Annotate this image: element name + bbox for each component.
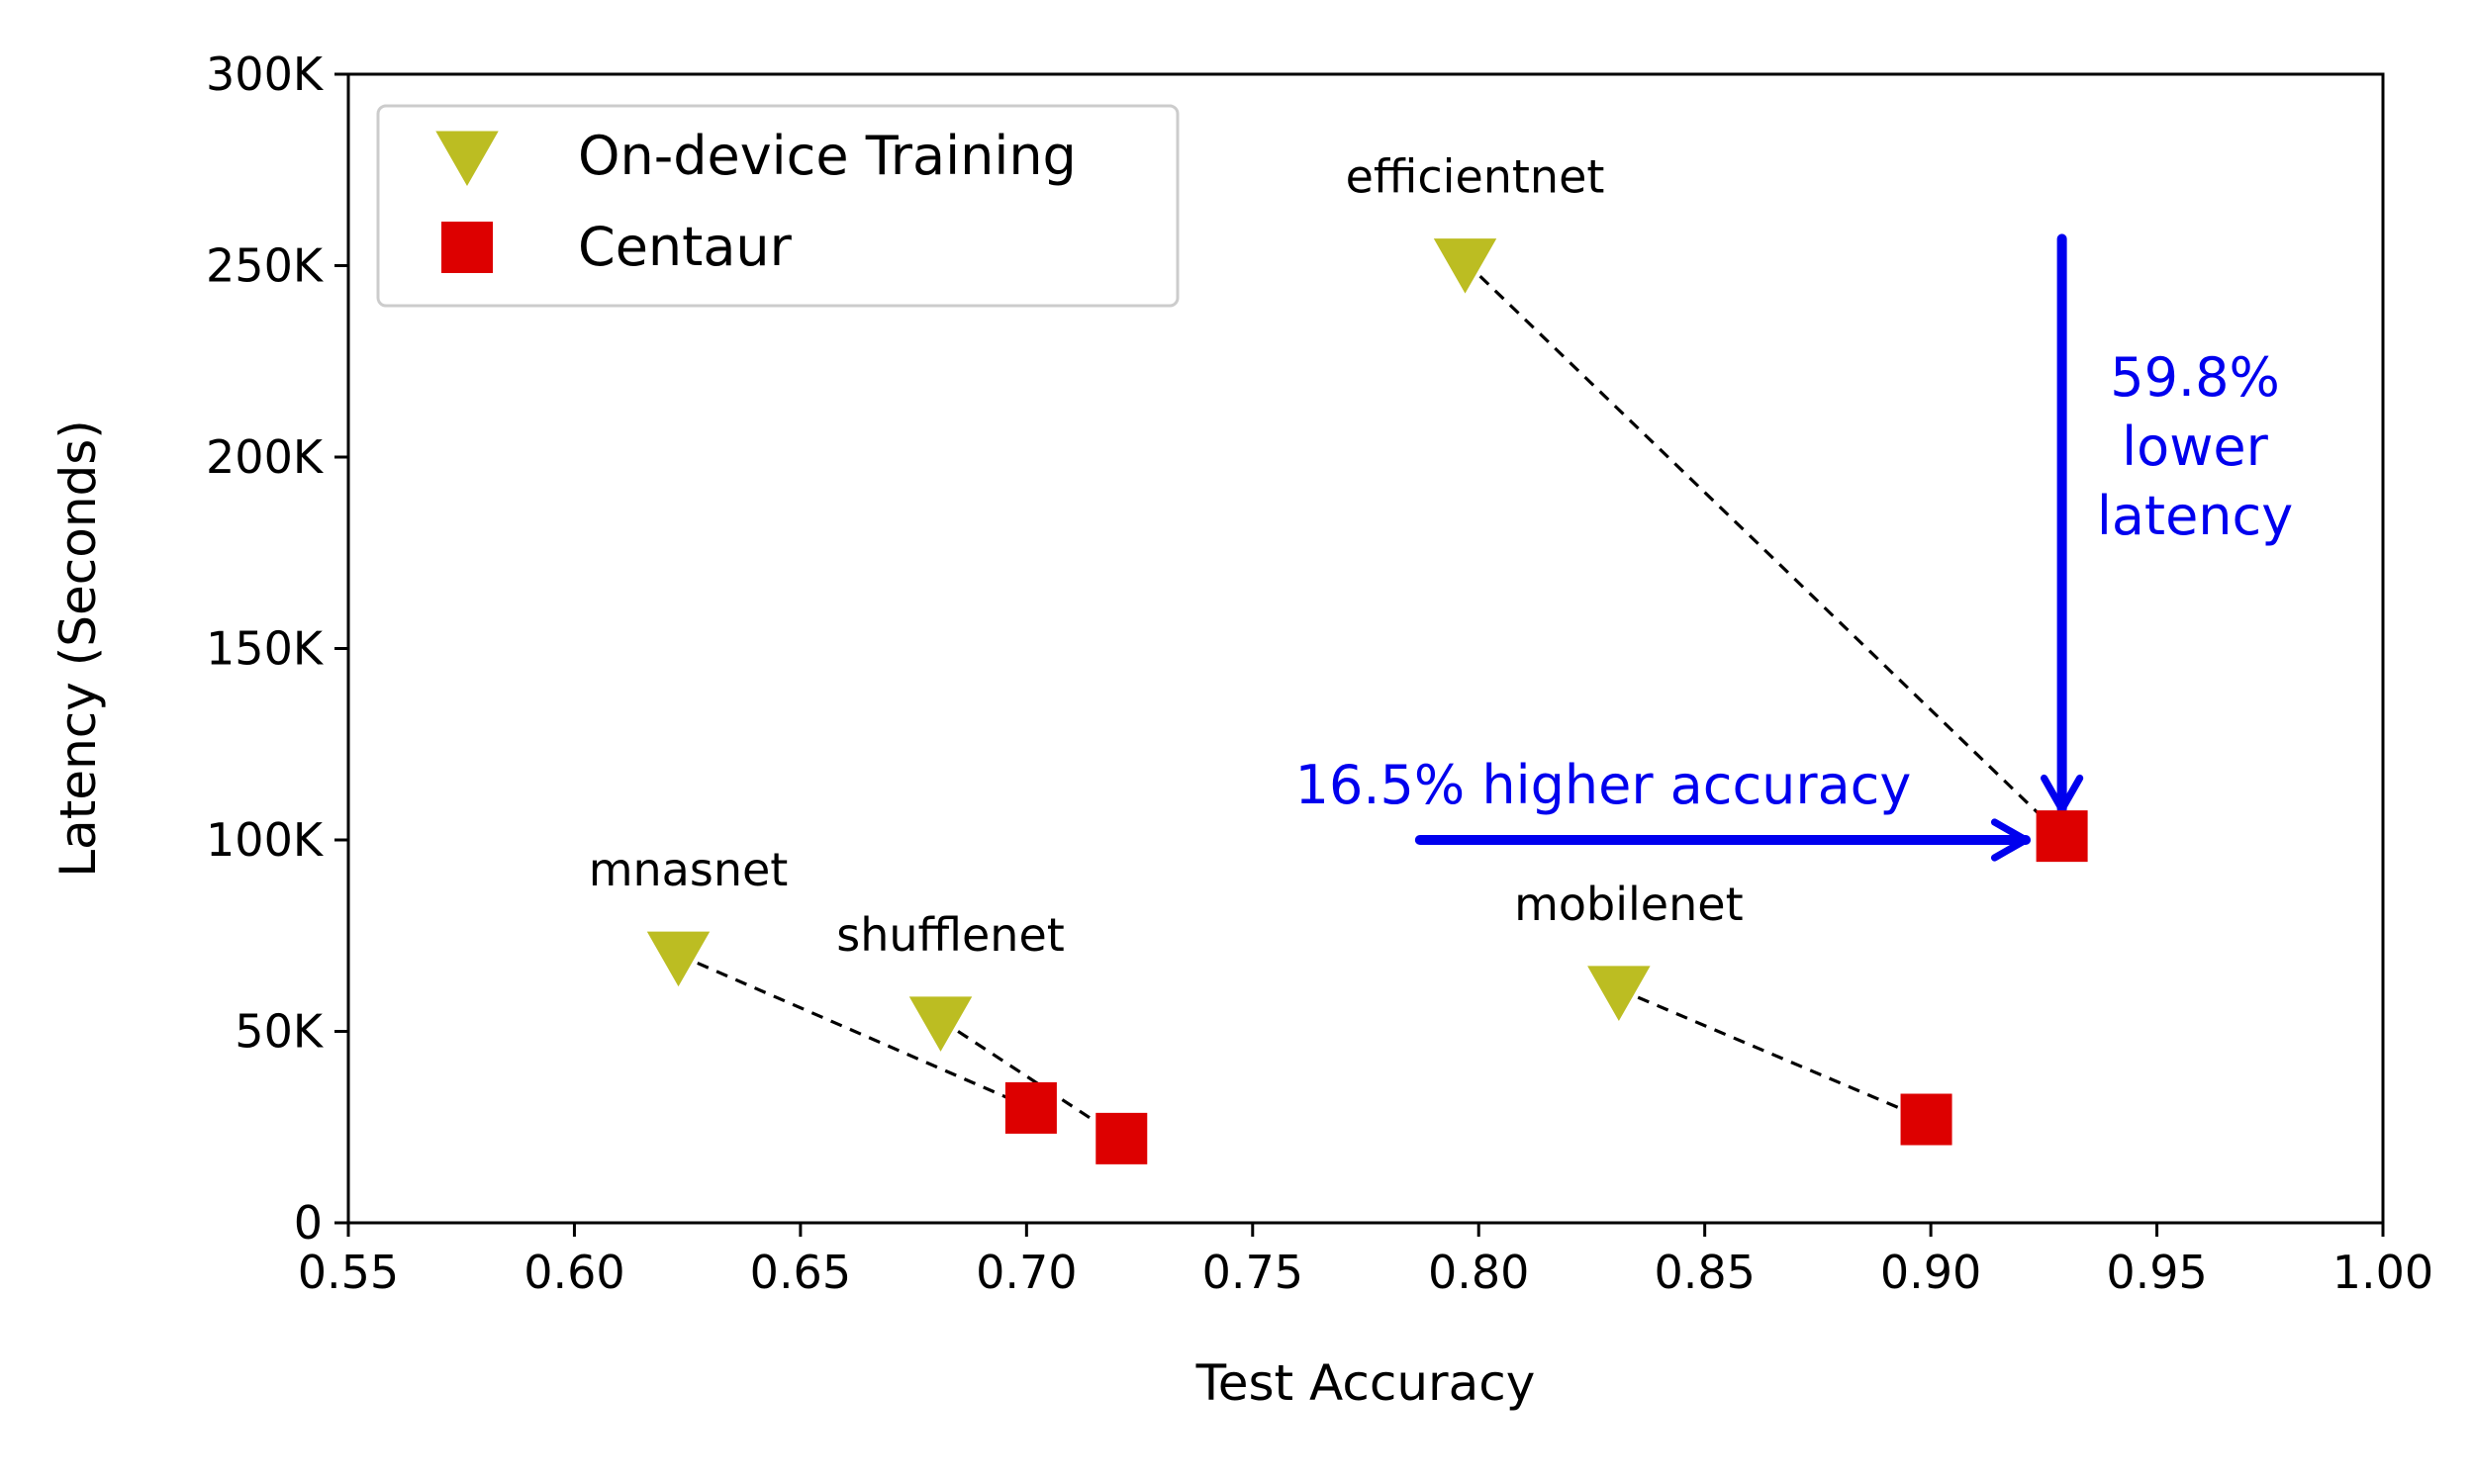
legend-box <box>376 104 1180 308</box>
legend-triangle-icon <box>435 131 499 187</box>
marker-on-device-mobilenet <box>1587 966 1651 1021</box>
accuracy-annotation: 16.5% higher accuracy <box>1295 754 1912 816</box>
x-tick-label: 0.85 <box>1654 1246 1755 1299</box>
legend-item-centaur: Centaur <box>441 216 793 278</box>
x-tick-label: 0.70 <box>976 1246 1077 1299</box>
point-label-shufflenet: shufflenet <box>836 908 1065 962</box>
legend-label: On-device Training <box>578 125 1077 187</box>
y-tick-label: 250K <box>206 239 325 293</box>
point-label-mobilenet: mobilenet <box>1514 878 1744 931</box>
x-tick-label: 0.55 <box>298 1246 399 1299</box>
legend-square-icon <box>441 222 493 273</box>
latency-annotation: 59.8% lower latency <box>2097 346 2293 547</box>
y-tick-label: 300K <box>206 47 325 101</box>
y-tick-label: 0 <box>294 1196 323 1250</box>
connector-mnasnet <box>677 953 1032 1110</box>
y-tick-label: 100K <box>206 813 325 867</box>
marker-on-device-mnasnet <box>646 931 711 987</box>
annotations: 16.5% higher accuracy 59.8% lower latency <box>1295 346 2294 816</box>
legend-item-on-device-training: On-device Training <box>435 125 1077 187</box>
latency-annotation-line: 59.8% <box>2110 346 2280 409</box>
x-tick-label: 0.80 <box>1428 1246 1529 1299</box>
connector-lines <box>677 260 2063 1141</box>
x-tick-label: 0.60 <box>523 1246 624 1299</box>
legend-label: Centaur <box>578 216 793 278</box>
marker-on-device-shufflenet <box>908 996 973 1052</box>
y-axis-label: Latency (Seconds) <box>49 419 107 878</box>
connector-shufflenet <box>939 1018 1123 1141</box>
x-tick-label: 0.95 <box>2106 1246 2207 1299</box>
y-tick-label: 50K <box>235 1005 325 1059</box>
x-tick-label: 0.75 <box>1202 1246 1303 1299</box>
axes: 0.55 0.60 0.65 0.70 0.75 0.80 0.85 0.90 0.95 1.00… <box>49 47 2433 1412</box>
x-tick-label: 0.90 <box>1880 1246 1981 1299</box>
marker-on-device-efficientnet <box>1433 238 1497 294</box>
marker-centaur-efficientnet <box>2036 810 2088 863</box>
connector-efficientnet <box>1464 260 2063 838</box>
latency-annotation-line: latency <box>2097 485 2293 547</box>
x-tick-label: 0.65 <box>750 1246 851 1299</box>
point-label-mnasnet: mnasnet <box>589 843 789 896</box>
marker-centaur-mnasnet <box>1004 1081 1057 1134</box>
latency-annotation-line: lower <box>2122 416 2268 478</box>
marker-centaur-shufflenet <box>1095 1112 1148 1164</box>
point-label-efficientnet: efficientnet <box>1346 150 1605 204</box>
x-axis-label: Test Accuracy <box>1195 1354 1536 1412</box>
y-tick-label: 150K <box>206 622 325 676</box>
marker-centaur-mobilenet <box>1900 1093 1952 1146</box>
connector-mobilenet <box>1618 987 1928 1121</box>
x-tick-label: 1.00 <box>2332 1246 2433 1299</box>
y-tick-label: 200K <box>206 430 325 484</box>
legend: On-device Training Centaur <box>376 104 1180 308</box>
data-markers <box>646 238 2088 1164</box>
annotation-arrows <box>1414 233 2084 862</box>
point-labels: efficientnet mnasnet shufflenet mobilenet <box>589 150 1744 962</box>
